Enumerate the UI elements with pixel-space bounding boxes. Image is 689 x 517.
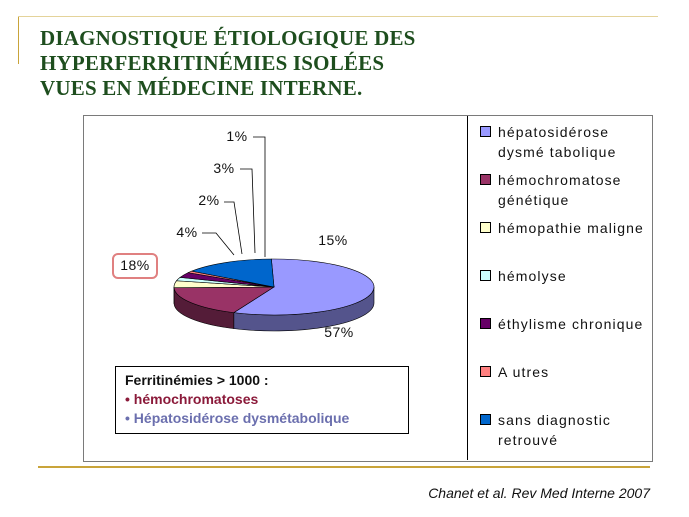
citation: Chanet et al. Rev Med Interne 2007 xyxy=(428,485,650,501)
note-item-hemochromatoses: • hémochromatoses xyxy=(125,391,259,407)
legend-label: éthylisme chronique xyxy=(498,316,644,332)
note-heading: Ferritinémies > 1000 : xyxy=(125,372,269,388)
note-item-hepatosiderose: • Hépatosidérose dysmétabolique xyxy=(125,410,350,426)
pie-labels: 57% 18% 4%2% 3% 1% 15% xyxy=(112,128,354,340)
legend-swatch xyxy=(480,174,491,185)
legend-swatch xyxy=(480,366,491,377)
pie-data-label: 1% xyxy=(226,128,247,144)
legend-label: sans diagnostic retrouvé xyxy=(498,412,612,448)
pie-leader-line xyxy=(253,136,266,257)
note-box: Ferritinémies > 1000 : • hémochromatoses… xyxy=(115,366,409,434)
footer-line xyxy=(38,466,650,468)
pie-slice xyxy=(232,258,375,316)
legend-swatch xyxy=(480,270,491,281)
legend-label: hémolyse xyxy=(498,268,567,284)
legend-label: hémochromatose génétique xyxy=(498,172,622,208)
legend-swatch xyxy=(480,222,491,233)
pie-data-label: 3% xyxy=(213,160,234,176)
pie-slice xyxy=(190,258,275,288)
pie-top xyxy=(173,258,375,316)
pie-data-label: 18% xyxy=(120,257,150,273)
legend-swatch xyxy=(480,414,491,425)
legend-swatch xyxy=(480,318,491,329)
chart-legend: hépatosidérose dysmé tabolique hémochroma… xyxy=(467,116,652,460)
slide-title: DIAGNOSTIQUE ÉTIOLOGIQUE DES HYPERFERRIT… xyxy=(40,26,416,100)
pie-chart: 57% 18% 4%2% 3% 1% 15% xyxy=(112,128,375,340)
legend-label: hépatosidérose dysmé tabolique xyxy=(498,124,617,160)
pie-data-label: 57% xyxy=(324,324,354,340)
pie-leader-line xyxy=(224,201,243,255)
pie-data-label: 2% xyxy=(198,192,219,208)
pie-slice xyxy=(173,286,276,313)
pie-leader-line xyxy=(202,232,235,256)
title-accent-top-line xyxy=(18,16,658,17)
legend-label: A utres xyxy=(498,364,550,380)
legend-label: hémopathie maligne xyxy=(498,220,644,236)
pie-data-label: 15% xyxy=(318,232,348,248)
pie-leader-line xyxy=(240,168,256,254)
pie-data-label: 4% xyxy=(176,224,197,240)
pie-leader-lines xyxy=(202,136,266,257)
title-accent-line xyxy=(18,16,19,64)
legend-swatch xyxy=(480,126,491,137)
pie-label-highlight xyxy=(112,253,158,279)
